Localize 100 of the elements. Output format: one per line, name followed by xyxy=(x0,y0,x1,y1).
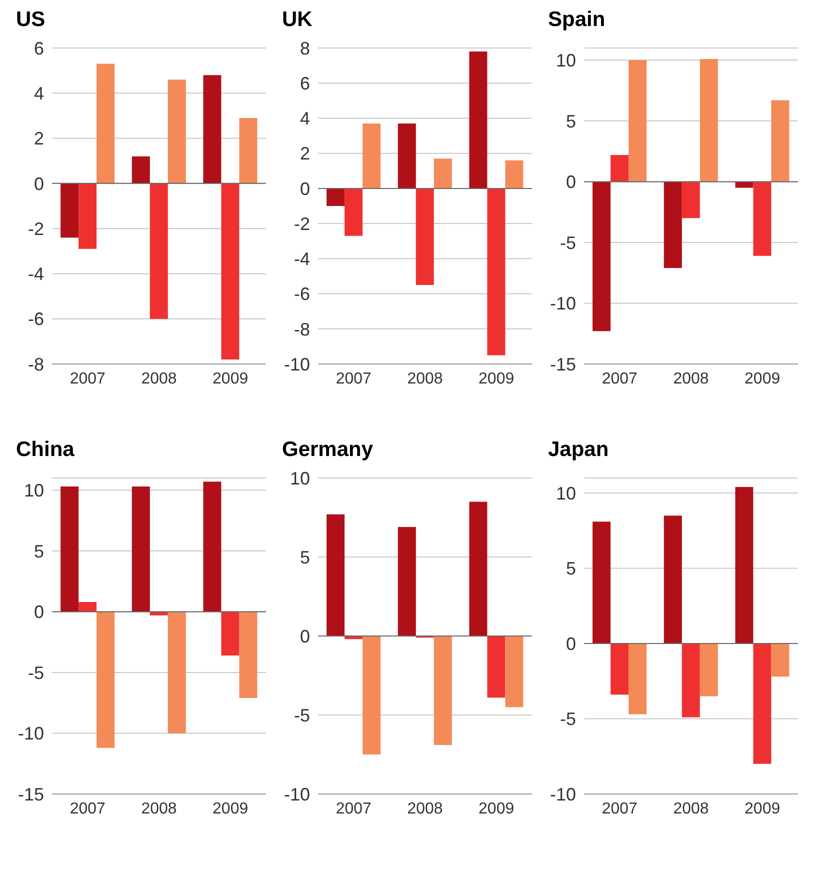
x-tick-label: 2007 xyxy=(70,370,106,388)
x-tick-label: 2007 xyxy=(336,370,372,388)
y-tick-label: -15 xyxy=(18,784,44,804)
bar xyxy=(221,612,240,656)
y-tick-label: -5 xyxy=(28,662,44,683)
bar xyxy=(664,516,682,644)
bar xyxy=(592,522,611,644)
bar xyxy=(628,644,647,714)
y-tick-label: -10 xyxy=(550,784,576,804)
y-tick-label: 0 xyxy=(300,178,310,199)
y-tick-label: -2 xyxy=(28,218,44,239)
x-tick-label: 2007 xyxy=(336,800,372,818)
bar xyxy=(628,60,647,182)
bar xyxy=(735,182,754,188)
y-tick-label: -10 xyxy=(284,784,310,804)
y-tick-label: 10 xyxy=(556,50,576,71)
bar xyxy=(362,123,381,188)
y-tick-label: 6 xyxy=(300,74,310,94)
bar xyxy=(416,188,434,285)
bar xyxy=(753,182,772,256)
bar xyxy=(682,644,700,718)
x-tick-label: 2008 xyxy=(407,370,443,388)
bar xyxy=(96,64,115,184)
bar xyxy=(735,487,754,644)
y-tick-label: -5 xyxy=(560,709,576,730)
y-tick-label: 10 xyxy=(290,468,310,488)
bar xyxy=(60,486,79,612)
bar xyxy=(203,75,222,184)
bar xyxy=(700,644,718,696)
bar xyxy=(150,612,168,616)
bar xyxy=(168,80,186,184)
x-tick-label: 2008 xyxy=(407,800,443,818)
bar xyxy=(168,612,186,734)
x-tick-label: 2008 xyxy=(673,800,709,818)
y-tick-label: -2 xyxy=(294,214,310,234)
bar xyxy=(132,156,150,184)
y-tick-label: 0 xyxy=(566,634,576,654)
x-tick-label: 2009 xyxy=(478,370,514,388)
bar xyxy=(753,644,772,764)
y-tick-label: 6 xyxy=(34,38,44,58)
x-tick-label: 2008 xyxy=(141,800,177,818)
bar xyxy=(60,183,79,238)
chart-title: Germany xyxy=(282,438,374,463)
bar xyxy=(203,482,222,612)
y-tick-label: -5 xyxy=(294,705,310,726)
y-tick-label: -10 xyxy=(18,724,44,744)
bar xyxy=(505,636,524,708)
x-tick-label: 2008 xyxy=(141,370,177,388)
y-tick-label: 10 xyxy=(24,480,44,501)
bar xyxy=(132,486,150,612)
bar xyxy=(344,188,363,236)
y-tick-label: 5 xyxy=(300,547,310,568)
y-tick-label: 8 xyxy=(300,38,310,58)
bar xyxy=(326,188,345,206)
x-tick-label: 2009 xyxy=(212,370,248,388)
y-tick-label: 10 xyxy=(556,483,576,504)
y-tick-label: 2 xyxy=(34,128,44,149)
y-tick-label: 4 xyxy=(34,84,44,104)
x-tick-label: 2009 xyxy=(478,800,514,818)
bar xyxy=(664,182,682,268)
chart-title: Spain xyxy=(548,8,606,33)
x-tick-label: 2009 xyxy=(212,800,248,818)
bar xyxy=(610,644,629,695)
x-tick-label: 2007 xyxy=(602,800,638,818)
x-tick-label: 2007 xyxy=(70,800,106,818)
y-tick-label: 4 xyxy=(300,108,310,129)
chart-title: Japan xyxy=(548,438,610,463)
bar xyxy=(398,526,416,636)
bar xyxy=(78,183,97,249)
bar xyxy=(221,183,240,360)
bar xyxy=(434,636,452,746)
bar xyxy=(469,502,488,636)
bar xyxy=(771,644,790,677)
x-tick-label: 2009 xyxy=(744,800,780,818)
y-tick-label: -10 xyxy=(550,294,576,314)
x-tick-label: 2007 xyxy=(602,370,638,388)
bar xyxy=(239,612,258,698)
bar xyxy=(434,158,452,188)
y-tick-label: 2 xyxy=(300,144,310,164)
y-tick-label: 0 xyxy=(566,172,576,192)
bar xyxy=(326,514,345,636)
bar xyxy=(150,183,168,319)
y-tick-label: 0 xyxy=(34,602,44,622)
y-tick-label: -5 xyxy=(560,232,576,253)
bar xyxy=(398,123,416,188)
y-tick-label: -15 xyxy=(550,354,576,374)
y-tick-label: -6 xyxy=(28,309,44,330)
y-tick-label: -4 xyxy=(28,264,44,284)
chart-title: UK xyxy=(282,8,314,33)
bar xyxy=(505,160,524,188)
y-tick-label: 5 xyxy=(566,111,576,132)
y-tick-label: -10 xyxy=(284,354,310,374)
y-tick-label: -8 xyxy=(294,319,310,340)
bar xyxy=(592,182,611,332)
y-tick-label: 0 xyxy=(34,174,44,194)
bar xyxy=(362,636,381,754)
chart-title: China xyxy=(16,438,76,463)
bar xyxy=(487,188,506,356)
y-tick-label: 5 xyxy=(566,558,576,579)
bar xyxy=(96,612,115,748)
